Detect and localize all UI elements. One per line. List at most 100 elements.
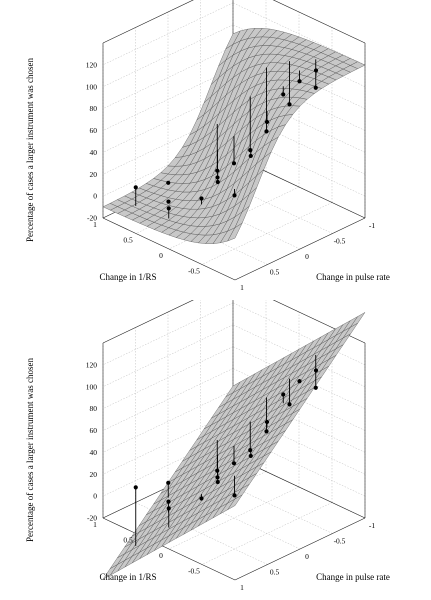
data-point [231, 461, 237, 466]
axes-edge [234, 217, 366, 281]
data-point [215, 475, 220, 480]
data-point [313, 385, 318, 390]
x-axis-label: Change in pulse rate [316, 272, 390, 282]
data-point [215, 479, 220, 485]
data-point [248, 153, 253, 159]
data-point [166, 199, 171, 204]
y-tick-label: 0.5 [123, 536, 133, 545]
data-point [264, 119, 270, 125]
axes-edge [102, 517, 236, 581]
wall-gridline [102, 2, 234, 66]
wall-gridline [232, 112, 366, 175]
x-axis-label: Change in pulse rate [316, 572, 390, 582]
data-point [133, 485, 138, 490]
z-tick-label: 100 [86, 82, 98, 91]
data-point [264, 129, 269, 134]
wall-gridline [102, 368, 234, 431]
z-tick-label: 20 [90, 170, 98, 179]
data-point [248, 147, 253, 153]
z-tick-label: 40 [90, 148, 98, 157]
data-point [264, 429, 269, 434]
data-point [287, 102, 292, 107]
axes-edge [234, 517, 366, 581]
data-point [248, 447, 253, 453]
z-tick-label: 0 [93, 492, 97, 501]
y-tick-label: 0 [159, 251, 163, 260]
y-tick-label: 1 [93, 220, 97, 229]
y-tick-label: -0.5 [188, 267, 200, 276]
data-point [287, 402, 292, 407]
x-tick-label: -1 [369, 221, 375, 230]
y-axis-label: Change in 1/RS [99, 572, 156, 582]
x-tick-label: 0 [305, 552, 309, 561]
data-point [166, 506, 171, 511]
data-point [297, 379, 302, 384]
z-tick-label: 100 [86, 382, 98, 391]
data-point [166, 180, 171, 185]
data-point [199, 496, 204, 501]
surface-cell [350, 312, 366, 328]
z-tick-label: 80 [90, 104, 98, 113]
z-tick-label: -20 [87, 214, 97, 223]
data-point [281, 92, 286, 97]
surface-mesh [102, 28, 366, 244]
floor-gridline [135, 502, 268, 565]
wall-gridline [102, 302, 234, 366]
y-axis-label: Change in 1/RS [99, 272, 156, 282]
z-tick-label: 120 [86, 60, 98, 69]
data-point [166, 206, 171, 211]
x-tick-label: 1 [240, 283, 244, 292]
data-point [264, 419, 270, 425]
data-point [297, 79, 302, 84]
wall-gridline [232, 390, 366, 453]
axis-labels: Change in 1/RS Change in pulse rate Percen… [25, 357, 390, 582]
z-tick-label: 80 [90, 404, 98, 413]
z-tick-label: 60 [90, 126, 98, 135]
data-point [248, 453, 253, 459]
wall-gridline [232, 412, 366, 475]
z-tick-label: 40 [90, 448, 98, 457]
z-tick-label: -20 [87, 514, 97, 523]
y-tick-label: -0.5 [188, 567, 200, 576]
data-point [166, 480, 171, 485]
x-tick-label: -0.5 [334, 537, 346, 546]
z-tick-label: 20 [90, 470, 98, 479]
wall-gridline [102, 24, 234, 87]
wall-gridline [232, 2, 366, 66]
axes-edge [272, 0, 366, 44]
data-point [313, 85, 318, 90]
wall-gridline [232, 302, 366, 366]
axes-edge [102, 217, 236, 281]
y-tick-label: 0.5 [123, 236, 133, 245]
data-point [133, 185, 138, 190]
wall-gridline [232, 90, 366, 153]
tick-labels: -20 0 20 40 60 80 100 120 -0.5 0 0.5 1 -1 -0.5 0 0.5 1 [86, 360, 376, 592]
wall-gridline [102, 46, 234, 109]
surface-cell [349, 61, 366, 69]
tick-labels: -20 0 20 40 60 80 100 120 -0.5 0 0.5 1 -1 -0.5 0 0.5 1 [86, 60, 376, 292]
x-tick-label: 0.5 [270, 268, 280, 277]
data-point [232, 193, 237, 198]
z-tick-label: 120 [86, 360, 98, 369]
data-point [166, 499, 171, 504]
axis-labels: Change in 1/RS Change in pulse rate Percen… [25, 57, 390, 282]
data-point [199, 196, 204, 201]
x-tick-label: 0 [305, 252, 309, 261]
data-point [281, 392, 286, 397]
data-point [231, 161, 237, 166]
x-tick-label: -1 [369, 521, 375, 530]
wall-gridline [102, 390, 234, 453]
wall-gridline [102, 346, 234, 409]
axes-edge [102, 300, 194, 344]
surface-mesh [102, 312, 366, 580]
y-tick-label: 0 [159, 551, 163, 560]
y-tick-label: 1 [93, 520, 97, 529]
axes-edge [102, 0, 194, 44]
data-point [215, 179, 220, 185]
x-tick-label: -0.5 [334, 237, 346, 246]
wall-gridline [102, 324, 234, 387]
data-point [232, 493, 237, 498]
floor-gridline [168, 486, 300, 550]
